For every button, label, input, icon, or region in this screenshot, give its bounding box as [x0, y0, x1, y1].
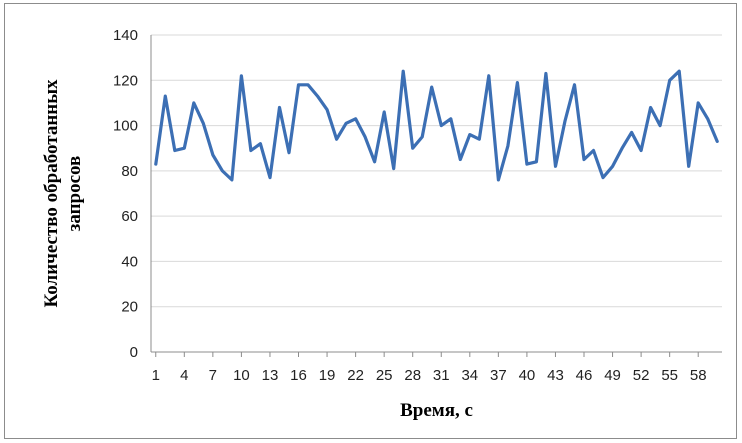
x-tick-label: 28 — [404, 367, 421, 384]
x-tick-label: 16 — [290, 367, 307, 384]
x-tick-label: 37 — [490, 367, 507, 384]
y-tick-label: 0 — [130, 344, 138, 361]
x-tick-label: 55 — [661, 367, 678, 384]
x-tick-label: 34 — [461, 367, 478, 384]
y-tick-label: 80 — [121, 163, 138, 180]
y-axis-title-line-2: запросов — [64, 156, 85, 232]
x-tick-label: 7 — [209, 367, 217, 384]
x-tick-label: 43 — [547, 367, 564, 384]
x-tick-label: 49 — [604, 367, 621, 384]
x-axis-title: Время, с — [400, 400, 473, 421]
y-axis-title-line-1: Количество обработанных — [41, 79, 62, 308]
y-tick-label: 40 — [121, 253, 138, 270]
x-tick-label: 4 — [180, 367, 188, 384]
y-tick-label: 140 — [113, 27, 138, 44]
x-tick-label: 58 — [690, 367, 707, 384]
y-tick-label: 120 — [113, 72, 138, 89]
x-tick-label: 31 — [433, 367, 450, 384]
gridlines — [151, 34, 722, 308]
x-tick-labels: 1 4 7 10 13 16 19 22 25 28 31 34 37 40 43 46 49 52 55 58 — [152, 367, 707, 384]
x-tick-label: 22 — [347, 367, 364, 384]
x-tick-label: 52 — [633, 367, 650, 384]
series-line — [154, 69, 719, 182]
x-tick-label: 1 — [152, 367, 160, 384]
y-tick-labels: 0 20 40 60 80 100 120 140 — [113, 27, 138, 361]
x-tick-label: 25 — [376, 367, 393, 384]
y-tick-label: 100 — [113, 118, 138, 135]
x-tick-label: 10 — [233, 367, 250, 384]
chart-frame: 0 20 40 60 80 100 120 140 1 4 7 10 13 16 19 22 25 28 31 34… — [4, 3, 737, 439]
axes — [150, 35, 722, 357]
x-tick-label: 19 — [319, 367, 336, 384]
line-chart: 0 20 40 60 80 100 120 140 1 4 7 10 13 16 19 22 25 28 31 34… — [41, 27, 722, 421]
x-tick-label: 13 — [262, 367, 279, 384]
y-tick-label: 20 — [121, 299, 138, 316]
series — [154, 69, 719, 182]
y-tick-label: 60 — [121, 208, 138, 225]
x-tick-label: 40 — [519, 367, 536, 384]
x-tick-label: 46 — [576, 367, 593, 384]
